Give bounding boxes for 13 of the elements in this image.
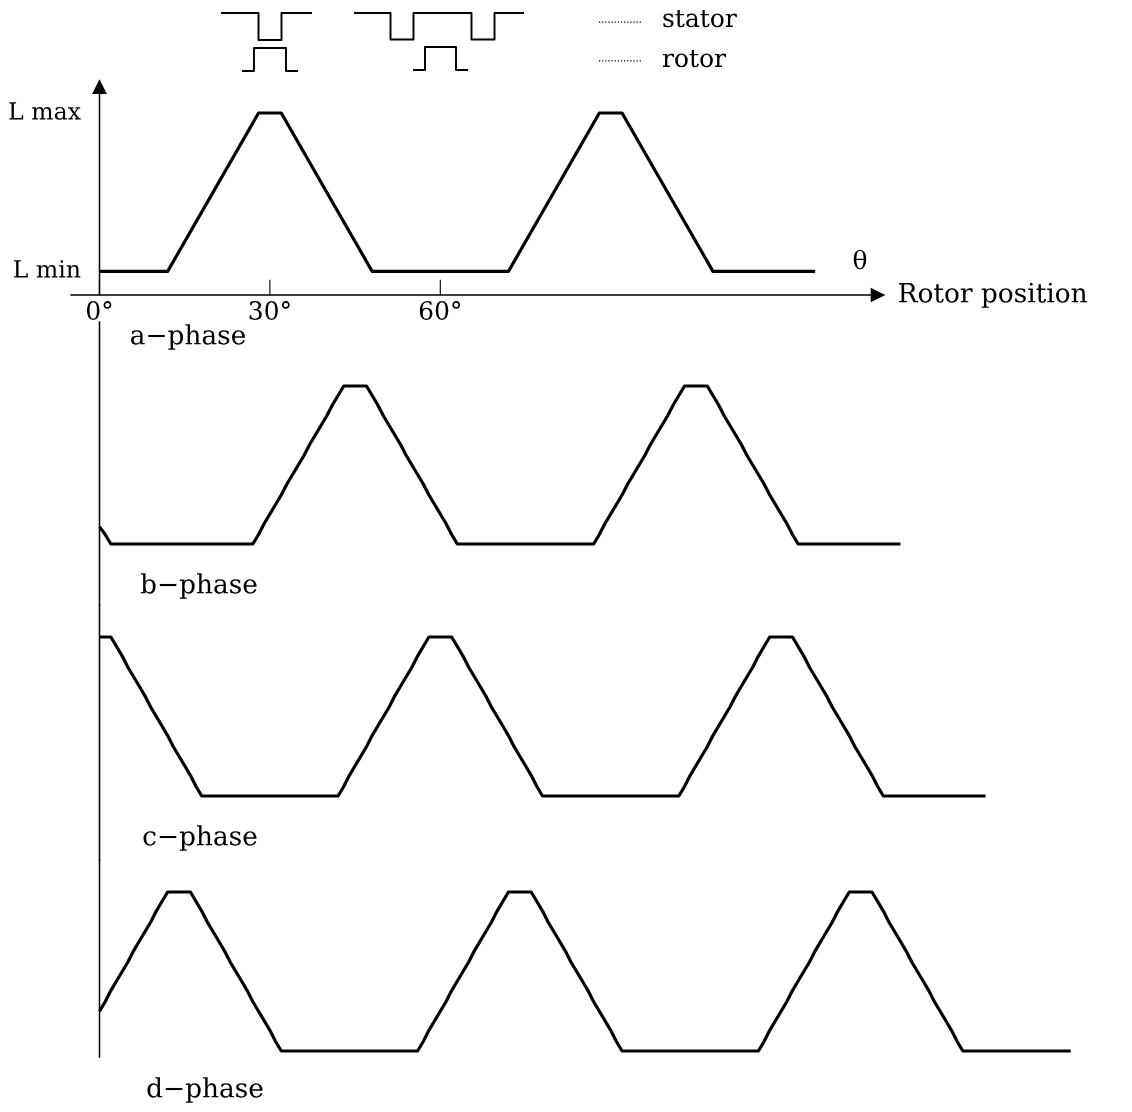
text: d−phase bbox=[147, 1077, 263, 1103]
x-tick-label: 60° bbox=[419, 301, 461, 320]
text: c−phase bbox=[143, 825, 257, 851]
text: rotor bbox=[662, 49, 727, 68]
x-tick-label: 0° bbox=[86, 301, 112, 320]
annotation: L min bbox=[13, 260, 81, 278]
text: b−phase bbox=[140, 573, 257, 599]
x-tick-label: 30° bbox=[249, 301, 290, 320]
text: a−phase bbox=[131, 324, 245, 350]
text: stator bbox=[663, 9, 737, 28]
annotation: θ bbox=[853, 249, 867, 270]
x-axis-title: Rotor position bbox=[899, 282, 1087, 308]
annotation: L max bbox=[9, 102, 81, 120]
